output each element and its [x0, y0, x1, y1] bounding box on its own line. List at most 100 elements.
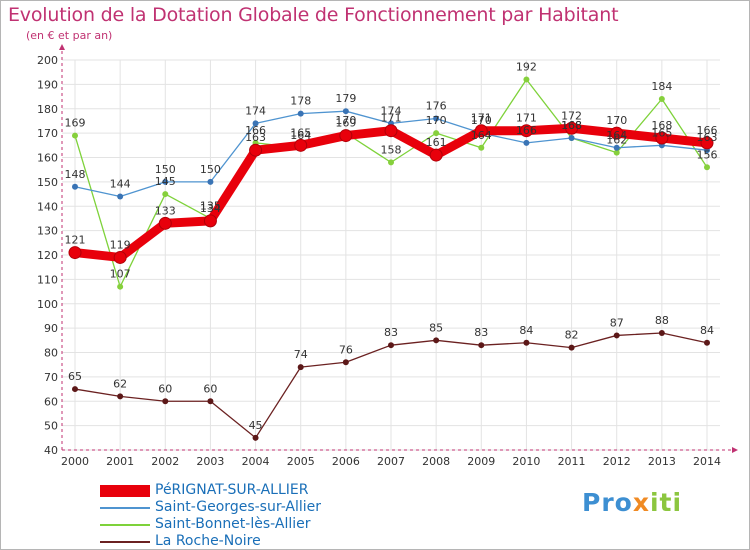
- data-point-0: [700, 136, 714, 150]
- legend-swatch-saint-bonnet: [100, 524, 150, 526]
- data-point-1: [117, 193, 124, 200]
- data-point-0: [339, 129, 353, 143]
- data-point-3: [478, 342, 485, 349]
- x-tick-label: 2014: [693, 455, 721, 468]
- data-point-2: [523, 76, 530, 83]
- legend-swatch-la-roche-noire: [100, 541, 150, 543]
- data-point-0: [474, 124, 488, 138]
- data-point-3: [207, 398, 214, 405]
- data-point-0: [655, 131, 669, 145]
- data-point-3: [658, 330, 665, 336]
- y-tick-label: 70: [44, 371, 58, 384]
- data-label: 45: [249, 419, 263, 432]
- axes: 40 50 60 70 80 90 100 110 120 130 140 150 160 170 180 1…: [37, 44, 738, 468]
- legend-swatch-saint-georges: [100, 507, 150, 509]
- data-label: 60: [158, 382, 172, 395]
- data-label: 178: [290, 95, 311, 108]
- data-point-1: [568, 135, 575, 141]
- data-point-1: [252, 120, 259, 127]
- data-label: 83: [384, 326, 398, 339]
- data-label: 148: [65, 168, 86, 181]
- data-label: 166: [697, 124, 718, 137]
- data-label: 121: [65, 234, 86, 247]
- data-label: 179: [335, 92, 356, 105]
- data-label: 165: [651, 126, 672, 139]
- data-label: 60: [203, 382, 217, 395]
- data-label: 172: [561, 109, 582, 122]
- legend-label: Saint-Georges-sur-Allier: [155, 499, 322, 515]
- x-tick-label: 2004: [242, 455, 270, 468]
- y-tick-label: 40: [44, 444, 58, 457]
- data-point-3: [297, 364, 304, 371]
- data-point-3: [568, 344, 575, 351]
- y-axis-arrow: [59, 44, 65, 50]
- data-point-0: [610, 126, 624, 140]
- data-label: 65: [68, 370, 82, 383]
- data-label: 174: [381, 104, 402, 117]
- data-label: 164: [290, 129, 311, 142]
- data-point-2: [704, 164, 710, 171]
- data-point-0: [519, 124, 533, 138]
- data-point-2: [433, 130, 440, 137]
- data-label: 83: [474, 326, 488, 339]
- data-label: 82: [565, 329, 579, 342]
- data-point-1: [207, 178, 214, 185]
- y-tick-label: 110: [37, 273, 58, 286]
- data-label: 170: [471, 114, 492, 127]
- data-point-3: [523, 339, 530, 346]
- y-tick-label: 170: [37, 127, 58, 140]
- data-point-0: [158, 216, 172, 230]
- chart-subtitle: (en € et par an): [26, 29, 113, 42]
- logo-part-2: x: [632, 488, 650, 517]
- y-tick-label: 140: [37, 200, 58, 213]
- data-point-0: [384, 124, 398, 138]
- data-label: 133: [155, 204, 176, 217]
- y-tick-label: 150: [37, 176, 58, 189]
- data-label: 165: [290, 126, 311, 139]
- data-point-0: [249, 143, 263, 157]
- data-point-3: [704, 339, 710, 346]
- data-label: 168: [651, 119, 672, 132]
- x-tick-label: 2009: [467, 455, 495, 468]
- data-label: 192: [516, 61, 537, 74]
- data-point-3: [252, 434, 259, 441]
- x-tick-label: 2005: [287, 455, 315, 468]
- data-label: 156: [697, 148, 718, 161]
- data-label: 170: [426, 114, 447, 127]
- grid-lines: [62, 59, 720, 451]
- y-tick-label: 190: [37, 78, 58, 91]
- data-label: 134: [200, 202, 221, 215]
- data-label: 163: [697, 131, 718, 144]
- data-label: 171: [471, 112, 492, 125]
- proxiti-logo: Proxiti: [582, 488, 682, 517]
- data-label: 169: [65, 117, 86, 130]
- data-point-3: [613, 332, 620, 339]
- data-label: 107: [110, 268, 131, 281]
- x-tick-label: 2013: [648, 455, 676, 468]
- data-point-1: [613, 144, 620, 151]
- data-point-0: [113, 250, 127, 264]
- data-label: 162: [606, 134, 627, 147]
- y-tick-label: 100: [37, 298, 58, 311]
- data-label: 171: [516, 112, 537, 125]
- y-tick-label: 60: [44, 395, 58, 408]
- data-label: 171: [381, 112, 402, 125]
- data-label: 144: [110, 178, 131, 191]
- data-label: 145: [155, 175, 176, 188]
- x-axis-arrow: [732, 447, 738, 453]
- x-tick-label: 2000: [61, 455, 89, 468]
- data-point-1: [297, 110, 304, 117]
- y-tick-label: 200: [37, 54, 58, 67]
- x-tick-label: 2012: [603, 455, 631, 468]
- data-label: 150: [200, 163, 221, 176]
- data-label: 166: [245, 124, 266, 137]
- data-point-3: [433, 337, 440, 344]
- data-label: 184: [651, 80, 672, 93]
- data-label: 164: [471, 129, 492, 142]
- logo-part-3: iti: [649, 488, 683, 517]
- x-tick-label: 2007: [377, 455, 405, 468]
- data-point-0: [68, 246, 82, 260]
- data-label: 170: [606, 114, 627, 127]
- data-label: 170: [335, 114, 356, 127]
